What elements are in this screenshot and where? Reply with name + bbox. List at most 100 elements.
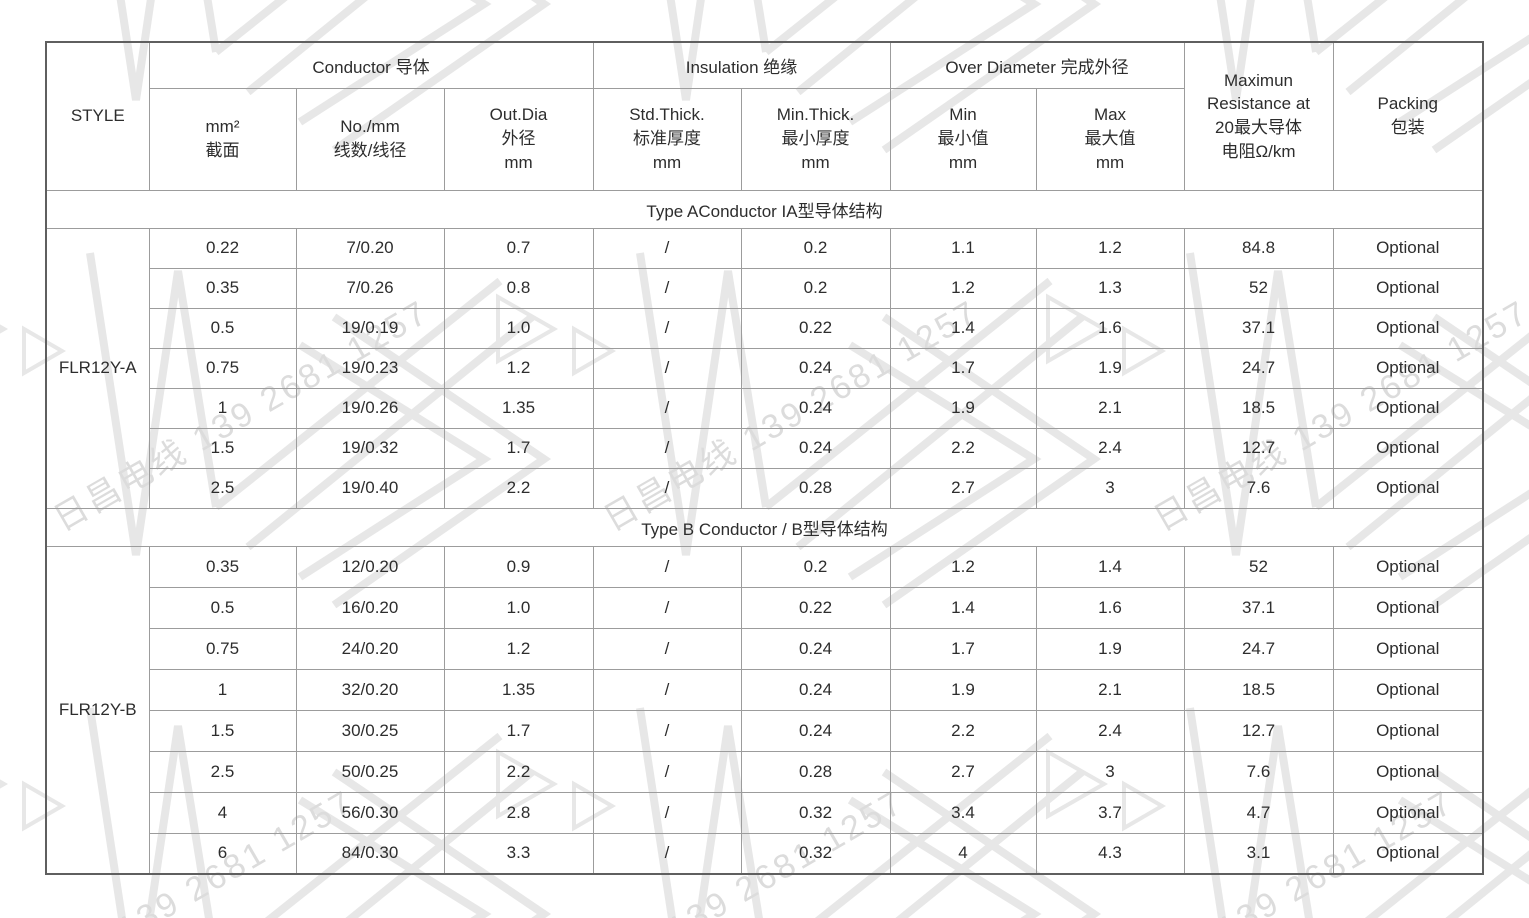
cell: 0.24 — [740, 709, 891, 752]
cell: / — [592, 545, 742, 588]
cell: / — [592, 307, 742, 349]
table-row: 1 19/0.26 1.35 / 0.24 1.9 2.1 18.5 Optio… — [46, 387, 1484, 429]
cell: 4 — [148, 791, 297, 834]
conductor-group-header: Conductor 导体 — [148, 41, 594, 89]
cell: 1.2 — [1035, 227, 1185, 269]
cell: 1.0 — [443, 307, 594, 349]
cell: Optional — [1332, 267, 1484, 309]
cell: 2.2 — [443, 750, 594, 793]
cell: 2.2 — [443, 467, 594, 509]
cell: 0.22 — [740, 586, 891, 629]
over-diameter-group-header: Over Diameter 完成外径 — [889, 41, 1185, 89]
cell: 1.9 — [1035, 627, 1185, 670]
cell: Optional — [1332, 227, 1484, 269]
cell: 0.32 — [740, 791, 891, 834]
cell: 0.35 — [148, 545, 297, 588]
cell: 0.24 — [740, 387, 891, 429]
cell: 1.2 — [889, 545, 1037, 588]
table-row: 0.5 19/0.19 1.0 / 0.22 1.4 1.6 37.1 Opti… — [46, 307, 1484, 349]
cell: / — [592, 267, 742, 309]
cell: 1.9 — [1035, 347, 1185, 389]
cell: Optional — [1332, 791, 1484, 834]
cell: 24.7 — [1183, 347, 1334, 389]
min-thick-column-header: Min.Thick. 最小厚度 mm — [740, 87, 891, 191]
cell: Optional — [1332, 545, 1484, 588]
cell: 0.5 — [148, 307, 297, 349]
cell: 3.1 — [1183, 832, 1334, 875]
cell: 7.6 — [1183, 750, 1334, 793]
cell: Optional — [1332, 467, 1484, 509]
cell: 2.4 — [1035, 709, 1185, 752]
cell: Optional — [1332, 750, 1484, 793]
cell: 1.4 — [889, 586, 1037, 629]
cell: 30/0.25 — [295, 709, 445, 752]
cell: 0.2 — [740, 545, 891, 588]
cell: 0.35 — [148, 267, 297, 309]
cell: 1.6 — [1035, 307, 1185, 349]
cell: 0.7 — [443, 227, 594, 269]
cell: 1.5 — [148, 427, 297, 469]
cell: Optional — [1332, 347, 1484, 389]
cell: 1.9 — [889, 387, 1037, 429]
cell: 1.35 — [443, 668, 594, 711]
table-row: FLR12Y-A 0.22 7/0.20 0.7 / 0.2 1.1 1.2 8… — [45, 227, 1484, 509]
cell: / — [592, 832, 742, 875]
cell: 2.1 — [1035, 387, 1185, 429]
cell: / — [592, 750, 742, 793]
cell: / — [592, 227, 742, 269]
section-b-title: Type B Conductor / B型导体结构 — [45, 507, 1484, 547]
cell: 19/0.23 — [295, 347, 445, 389]
cell: 1.2 — [443, 347, 594, 389]
cell: 2.5 — [148, 467, 297, 509]
min-column-header: Min 最小值 mm — [889, 87, 1037, 191]
cell: 7.6 — [1183, 467, 1334, 509]
cell: 3 — [1035, 750, 1185, 793]
cell: 1.9 — [889, 668, 1037, 711]
table-row: 1 32/0.20 1.35 / 0.24 1.9 2.1 18.5 Optio… — [46, 668, 1484, 711]
cell: 2.7 — [889, 467, 1037, 509]
cell: 0.24 — [740, 347, 891, 389]
cell: Optional — [1332, 627, 1484, 670]
cell: 1.35 — [443, 387, 594, 429]
cell: 19/0.19 — [295, 307, 445, 349]
cell: 12.7 — [1183, 427, 1334, 469]
cell: 16/0.20 — [295, 586, 445, 629]
no-mm-column-header: No./mm 线数/线径 — [295, 87, 445, 191]
cell: 1.7 — [889, 627, 1037, 670]
cell: Optional — [1332, 586, 1484, 629]
section-a-title-row: Type AConductor IA型导体结构 — [45, 189, 1484, 229]
cell: 0.24 — [740, 627, 891, 670]
cell: / — [592, 709, 742, 752]
table-row: 1.5 30/0.25 1.7 / 0.24 2.2 2.4 12.7 Opti… — [46, 709, 1484, 752]
cell: 19/0.32 — [295, 427, 445, 469]
cell: 4.3 — [1035, 832, 1185, 875]
cell: 1.2 — [443, 627, 594, 670]
cell: 19/0.26 — [295, 387, 445, 429]
table-row: 4 56/0.30 2.8 / 0.32 3.4 3.7 4.7 Optiona… — [46, 791, 1484, 834]
cell: 0.22 — [740, 307, 891, 349]
cell: / — [592, 427, 742, 469]
cell: 7/0.20 — [295, 227, 445, 269]
cell: 0.28 — [740, 750, 891, 793]
cell: 3 — [1035, 467, 1185, 509]
cell: 18.5 — [1183, 668, 1334, 711]
cell: 84.8 — [1183, 227, 1334, 269]
cell: / — [592, 586, 742, 629]
cell: 18.5 — [1183, 387, 1334, 429]
cell: 0.22 — [148, 227, 297, 269]
cell: 3.4 — [889, 791, 1037, 834]
cell: 4.7 — [1183, 791, 1334, 834]
cell: 6 — [148, 832, 297, 875]
cell: 50/0.25 — [295, 750, 445, 793]
cell: 2.5 — [148, 750, 297, 793]
cable-spec-table: STYLE Conductor 导体 Insulation 绝缘 Over Di… — [45, 41, 1484, 875]
table-row: 0.5 16/0.20 1.0 / 0.22 1.4 1.6 37.1 Opti… — [46, 586, 1484, 629]
cell: 19/0.40 — [295, 467, 445, 509]
cell: 1.5 — [148, 709, 297, 752]
cell: 24.7 — [1183, 627, 1334, 670]
cell: 0.32 — [740, 832, 891, 875]
cell: Optional — [1332, 307, 1484, 349]
cell: / — [592, 627, 742, 670]
table-row: FLR12Y-B 0.35 12/0.20 0.9 / 0.2 1.2 1.4 … — [45, 545, 1484, 875]
